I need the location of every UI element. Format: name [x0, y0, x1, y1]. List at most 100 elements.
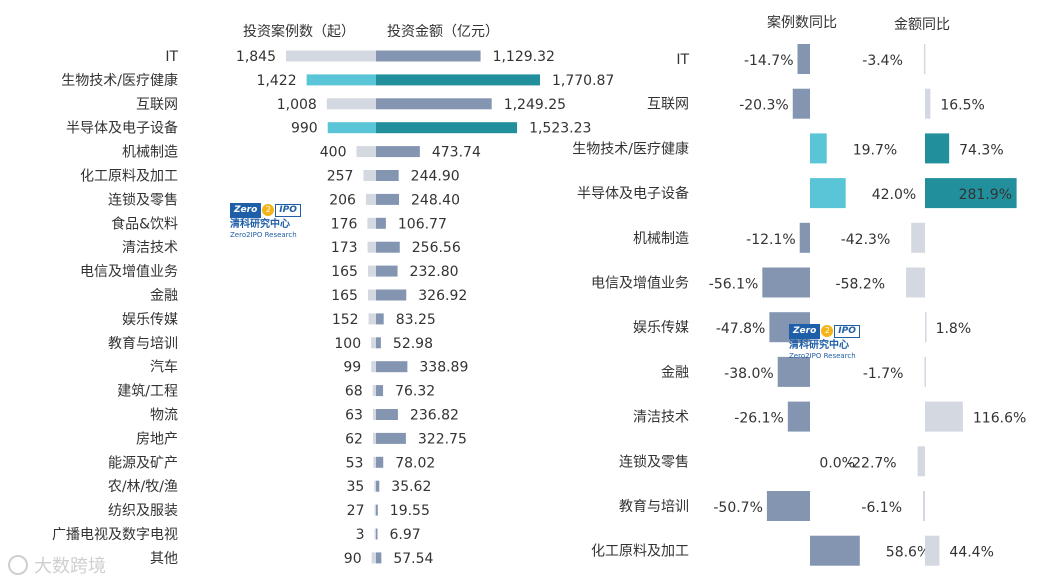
bar-case-count	[367, 289, 376, 301]
bar-amount-yoy	[906, 267, 925, 298]
label-amount-yoy: -1.7%	[863, 366, 904, 382]
category-label: 教育与培训	[619, 499, 689, 515]
category-label: 清洁技术	[633, 410, 689, 426]
bar-amount	[376, 385, 384, 397]
label-amount: 244.90	[411, 169, 460, 185]
label-case-count: 100	[334, 336, 361, 352]
bar-amount	[376, 456, 384, 468]
label-amount-yoy: 116.6%	[973, 411, 1026, 427]
header-case-count: 投资案例数（起）	[243, 23, 355, 40]
label-case-count: 27	[347, 503, 365, 519]
label-case-count: 63	[345, 408, 363, 424]
category-label: 物流	[150, 408, 178, 424]
category-label: 化工原料及加工	[591, 544, 689, 560]
label-case-count: 400	[320, 145, 347, 161]
bar-case-count	[327, 122, 376, 134]
bar-amount-yoy	[923, 491, 925, 521]
label-case-count: 165	[331, 288, 358, 304]
bar-case-yoy	[810, 178, 846, 209]
bar-amount	[376, 241, 400, 253]
category-label: 广播电视及数字电视	[52, 527, 178, 543]
label-amount: 1,129.32	[493, 49, 555, 65]
category-label: IT	[165, 49, 178, 65]
category-label: 纺织及服装	[108, 503, 178, 519]
label-amount: 326.92	[418, 288, 467, 304]
label-case-count: 1,845	[236, 49, 276, 65]
label-amount: 1,770.87	[552, 73, 614, 89]
category-label: 电信及增值业务	[591, 276, 689, 292]
bar-case-count	[374, 480, 376, 492]
label-case-count: 53	[346, 455, 364, 471]
label-case-count: 206	[329, 192, 356, 208]
logo-name-cn: 清科研究中心	[789, 340, 849, 351]
label-case-yoy: 58.6%	[886, 545, 930, 561]
label-case-count: 99	[343, 360, 361, 376]
bar-amount	[376, 217, 386, 229]
label-amount-yoy: 74.3%	[959, 142, 1003, 158]
label-amount-yoy: 44.4%	[949, 545, 993, 561]
label-case-yoy: -20.3%	[739, 98, 789, 114]
label-case-yoy: -12.1%	[746, 232, 796, 248]
category-label: 金融	[661, 365, 689, 381]
label-amount: 232.80	[410, 264, 459, 280]
bar-amount	[376, 552, 382, 564]
label-case-yoy: -14.7%	[744, 53, 794, 69]
bar-case-yoy	[810, 535, 860, 566]
bar-case-yoy	[810, 133, 827, 164]
label-case-count: 1,008	[277, 97, 317, 113]
left-chart-industry-investment: 投资案例数（起） 投资金额（亿元） IT 1,845 1,129.32 生物技术/医疗…	[52, 23, 614, 567]
label-case-count: 257	[327, 169, 354, 185]
category-label: 半导体及电子设备	[66, 120, 178, 137]
bar-case-count	[365, 193, 376, 205]
label-amount: 57.54	[393, 551, 433, 567]
category-label: 电信及增值业务	[80, 264, 178, 280]
bar-amount-yoy	[925, 312, 927, 343]
category-label: 教育与培训	[108, 336, 178, 352]
bar-amount	[376, 170, 399, 181]
bar-amount-yoy	[925, 178, 1017, 209]
bar-case-count	[372, 432, 376, 444]
label-amount-yoy: 16.5%	[940, 98, 984, 114]
label-amount: 322.75	[418, 431, 467, 447]
label-amount: 35.62	[391, 479, 431, 495]
label-amount: 1,523.23	[529, 121, 591, 137]
category-label: 生物技术/医疗健康	[572, 140, 689, 157]
bar-case-yoy	[762, 267, 810, 298]
category-label: 生物技术/医疗健康	[61, 72, 178, 89]
logo-mark-mid: 2	[262, 204, 275, 216]
bar-amount-yoy	[917, 446, 925, 477]
label-amount: 52.98	[393, 336, 433, 352]
label-amount-yoy: -3.4%	[862, 53, 903, 69]
category-label: 娱乐传媒	[633, 320, 689, 336]
bar-case-count	[326, 98, 376, 110]
label-amount-yoy: -42.3%	[841, 232, 891, 248]
label-amount-yoy: -58.2%	[836, 277, 886, 293]
bar-case-count	[367, 265, 376, 277]
bar-amount	[376, 409, 398, 420]
bar-case-count	[374, 504, 376, 516]
label-amount: 6.97	[390, 527, 421, 543]
bar-case-count	[371, 361, 376, 373]
label-amount: 1,249.25	[504, 97, 566, 113]
label-case-count: 62	[345, 431, 363, 447]
label-case-yoy: 19.7%	[853, 142, 897, 158]
bar-amount-yoy	[925, 535, 940, 566]
category-label: 互联网	[136, 97, 178, 113]
bar-case-count	[368, 313, 376, 325]
logo-name-en: Zero2IPO Research	[789, 352, 856, 360]
bar-amount-yoy	[925, 88, 931, 119]
bar-case-count	[367, 241, 376, 253]
label-case-count: 176	[331, 216, 358, 232]
label-case-count: 68	[345, 384, 363, 400]
bar-amount-yoy	[925, 133, 950, 164]
label-case-yoy: -47.8%	[716, 321, 766, 337]
bar-amount-yoy	[923, 44, 926, 74]
bar-case-yoy	[787, 401, 810, 432]
category-label: 机械制造	[122, 145, 178, 161]
bar-case-count	[374, 528, 376, 540]
logo-mark-mid: 2	[821, 325, 834, 337]
zero2ipo-logo: Zero 2 IPO 清科研究中心 Zero2IPO Research	[230, 202, 302, 243]
logo-name-cn: 清科研究中心	[230, 219, 290, 230]
header-amount: 投资金额（亿元）	[387, 24, 499, 40]
